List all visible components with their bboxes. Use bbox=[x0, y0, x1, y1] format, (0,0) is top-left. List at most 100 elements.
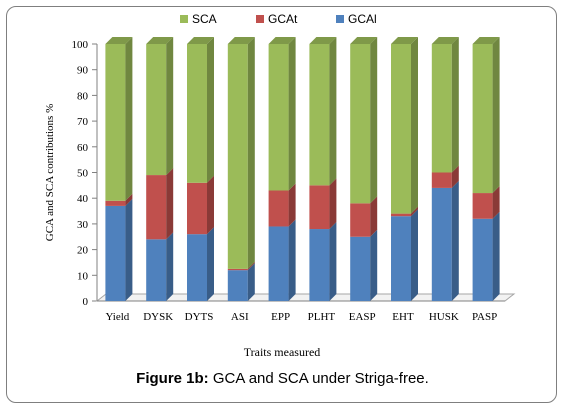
y-tick-label: 40 bbox=[77, 193, 89, 205]
bar-side bbox=[370, 37, 378, 204]
bar-side bbox=[411, 206, 418, 217]
bar-segment-gcat bbox=[227, 261, 255, 271]
bar-front bbox=[391, 216, 411, 301]
bar-segment-gcat bbox=[350, 196, 378, 237]
bar-segment-gcal bbox=[187, 227, 214, 301]
x-tick-label: ASI bbox=[231, 311, 249, 323]
labels-layer: Yield DYSK DYTS ASI EPP PLHT EASP EHT HUSK PASP GC… bbox=[44, 104, 497, 359]
x-tick-label: PASP bbox=[472, 311, 497, 323]
bar-front bbox=[146, 175, 167, 240]
bar-segment-gcat bbox=[268, 183, 296, 227]
y-tick-label: 10 bbox=[77, 270, 89, 282]
bar-segment-sca bbox=[350, 37, 378, 204]
bar-top bbox=[227, 37, 255, 44]
bar-front bbox=[431, 172, 452, 188]
y-tick-label: 80 bbox=[77, 90, 89, 102]
bar-segment-gcat bbox=[472, 186, 500, 219]
bar-side bbox=[451, 165, 459, 188]
bar-segment-sca bbox=[431, 37, 459, 173]
bar-side bbox=[492, 37, 500, 194]
bar-side bbox=[329, 37, 337, 186]
y-axis-title: GCA and SCA contributions % bbox=[44, 104, 56, 242]
bar-side bbox=[411, 37, 418, 214]
bar-front bbox=[146, 239, 167, 301]
y-tick-label: 60 bbox=[77, 142, 89, 154]
legend-label: GCAt bbox=[268, 12, 298, 26]
bar-side bbox=[288, 219, 296, 301]
bar-front bbox=[187, 234, 207, 301]
bar-front bbox=[309, 44, 330, 186]
bar-front bbox=[268, 190, 289, 227]
bar-front bbox=[105, 44, 126, 201]
bar-side bbox=[288, 37, 296, 191]
x-tick-label: EASP bbox=[349, 311, 376, 323]
bar-segment-gcal bbox=[391, 209, 418, 301]
bar-segment-gcat bbox=[187, 175, 214, 235]
bar-front bbox=[268, 226, 289, 301]
y-tick-label: 100 bbox=[72, 39, 89, 51]
bar-segment-sca bbox=[105, 37, 133, 201]
bar-front bbox=[472, 218, 493, 301]
bar-segment-sca bbox=[227, 37, 255, 269]
bar-front bbox=[227, 268, 248, 271]
bar-side bbox=[451, 180, 459, 301]
bar-front bbox=[472, 44, 493, 194]
bar-segment-sca bbox=[309, 37, 337, 186]
x-tick-label: EPP bbox=[271, 311, 290, 323]
bar-top bbox=[146, 37, 174, 44]
bar-segment-gcal bbox=[472, 211, 500, 301]
legend-swatch bbox=[256, 15, 264, 23]
bar-front bbox=[105, 205, 126, 301]
y-tick-label: 50 bbox=[77, 168, 89, 180]
bar-front bbox=[105, 200, 126, 206]
bar-top bbox=[187, 37, 214, 44]
bar-side bbox=[207, 37, 214, 183]
x-tick-label: HUSK bbox=[429, 311, 459, 323]
x-axis-title: Traits measured bbox=[244, 345, 321, 359]
bar-front bbox=[391, 213, 411, 217]
bar-side bbox=[370, 229, 378, 301]
bar-front bbox=[391, 44, 411, 214]
bar-segment-sca bbox=[472, 37, 500, 194]
bar-side bbox=[329, 222, 337, 301]
bar-front bbox=[227, 270, 248, 301]
bar-side bbox=[492, 186, 500, 219]
legend-item-sca: SCA bbox=[180, 12, 217, 26]
legend: SCA GCAt GCAl bbox=[180, 12, 377, 26]
bar-side bbox=[492, 211, 500, 301]
bar-front bbox=[146, 44, 167, 176]
legend-swatch bbox=[180, 15, 188, 23]
bar-front bbox=[350, 236, 371, 301]
bar-segment-gcat bbox=[431, 165, 459, 188]
bar-side bbox=[166, 168, 174, 240]
legend-item-gcat: GCAt bbox=[256, 12, 298, 26]
bar-side bbox=[125, 193, 133, 206]
bar-segment-sca bbox=[391, 37, 418, 214]
bar-front bbox=[350, 203, 371, 237]
bar-segment-gcal bbox=[146, 232, 174, 301]
bar-side bbox=[247, 37, 255, 269]
bar-side bbox=[207, 227, 214, 301]
bar-segment-gcal bbox=[350, 229, 378, 301]
bar-top bbox=[268, 37, 296, 44]
bar-top bbox=[350, 37, 378, 44]
bar-segment-gcat bbox=[391, 206, 418, 217]
caption-text: GCA and SCA under Striga-free. bbox=[208, 370, 429, 387]
bar-side bbox=[288, 183, 296, 227]
bar-front bbox=[268, 44, 289, 191]
bar-side bbox=[247, 261, 255, 271]
bar-top bbox=[431, 37, 459, 44]
bar-segment-sca bbox=[268, 37, 296, 191]
bar-top bbox=[391, 37, 418, 44]
bar-segment-gcat bbox=[105, 193, 133, 206]
y-tick-label: 70 bbox=[77, 116, 89, 128]
x-tick-label: EHT bbox=[392, 311, 414, 323]
bar-top bbox=[472, 37, 500, 44]
bar-front bbox=[227, 44, 248, 269]
bar-segment-sca bbox=[146, 37, 174, 176]
bars-layer bbox=[105, 37, 500, 301]
bar-side bbox=[411, 209, 418, 301]
bar-front bbox=[472, 193, 493, 219]
legend-label: GCAl bbox=[348, 12, 377, 26]
bar-side bbox=[166, 232, 174, 301]
